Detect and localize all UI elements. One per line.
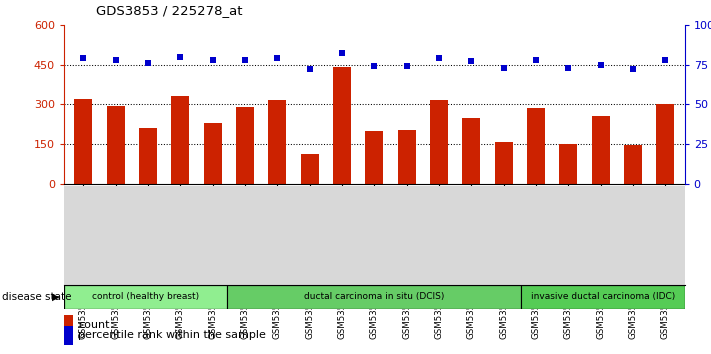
Text: disease state: disease state	[2, 292, 72, 302]
Bar	[397, 130, 415, 184]
Point	[401, 63, 412, 69]
Bar	[171, 96, 189, 184]
Text: count: count	[78, 320, 109, 330]
Point	[110, 57, 122, 63]
Point	[530, 57, 542, 63]
Point	[466, 58, 477, 64]
Point	[207, 57, 218, 63]
Text: ▶: ▶	[51, 292, 59, 302]
Point	[336, 51, 348, 56]
Bar	[624, 145, 642, 184]
Point	[368, 63, 380, 69]
Bar	[560, 144, 577, 184]
Bar	[107, 106, 124, 184]
Bar	[228, 285, 521, 309]
Point	[498, 65, 509, 70]
Bar	[521, 285, 685, 309]
Point	[304, 67, 316, 72]
Point	[142, 60, 154, 66]
Bar	[269, 101, 287, 184]
Point	[627, 67, 638, 72]
Bar	[139, 128, 157, 184]
Point	[175, 54, 186, 59]
Text: GDS3853 / 225278_at: GDS3853 / 225278_at	[96, 4, 242, 17]
Point	[562, 65, 574, 70]
Bar	[204, 123, 222, 184]
Bar	[462, 118, 480, 184]
Point	[240, 57, 251, 63]
Bar	[333, 67, 351, 184]
Bar	[430, 101, 448, 184]
Bar	[592, 116, 609, 184]
Bar	[301, 154, 319, 184]
Bar	[236, 107, 254, 184]
Point	[272, 55, 283, 61]
Text: control (healthy breast): control (healthy breast)	[92, 292, 199, 301]
Text: ductal carcinoma in situ (DCIS): ductal carcinoma in situ (DCIS)	[304, 292, 444, 301]
Text: invasive ductal carcinoma (IDC): invasive ductal carcinoma (IDC)	[531, 292, 675, 301]
Bar	[656, 104, 674, 184]
Point	[433, 55, 444, 61]
Point	[595, 62, 606, 67]
Bar	[527, 108, 545, 184]
Point	[660, 57, 671, 63]
Bar	[365, 131, 383, 184]
Text: percentile rank within the sample: percentile rank within the sample	[78, 330, 266, 341]
Bar	[75, 99, 92, 184]
Bar	[495, 142, 513, 184]
Bar	[64, 285, 228, 309]
Point	[77, 55, 89, 61]
